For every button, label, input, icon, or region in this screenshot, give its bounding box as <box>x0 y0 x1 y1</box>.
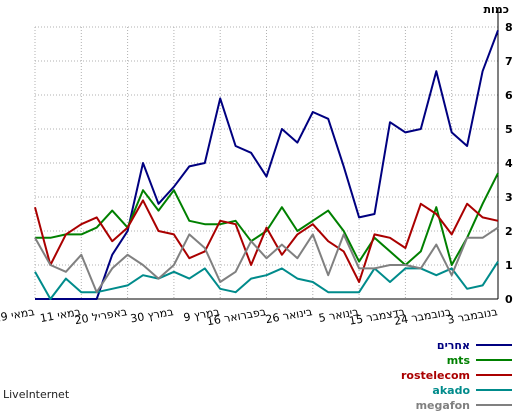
series-line <box>34 226 499 294</box>
legend-swatch <box>476 374 512 376</box>
legend-label: אחרים <box>436 338 470 352</box>
x-tick-label: 3 בנובמבר <box>446 305 498 327</box>
legend-swatch <box>476 359 512 361</box>
y-tick-label: 3 <box>505 191 513 204</box>
y-tick-label: 7 <box>505 55 513 68</box>
y-tick-label: 1 <box>505 259 513 272</box>
legend-swatch <box>476 389 512 391</box>
liveinternet-credit: LiveInternet <box>3 388 70 401</box>
series-line <box>34 199 499 283</box>
legend-item: mts <box>447 353 512 367</box>
y-tick-label: 5 <box>505 123 513 136</box>
series-line <box>35 30 499 300</box>
x-tick-label: 26 בינואר <box>264 305 313 326</box>
x-tick-label: 30 במרץ <box>129 305 174 325</box>
x-tick-label: 9 במרץ <box>183 305 221 324</box>
legend-item: megafon <box>416 398 512 412</box>
series-line <box>35 172 499 266</box>
legend-swatch <box>476 344 512 346</box>
legend-item: akado <box>432 383 512 397</box>
legend-item: rostelecom <box>401 368 512 382</box>
y-tick-label: 2 <box>505 225 513 238</box>
legend-label: mts <box>446 353 470 367</box>
y-tick-label: 8 <box>505 21 513 34</box>
y-tick-label: 0 <box>505 293 513 306</box>
legend-label: megafon <box>415 398 470 412</box>
legend-item: אחרים <box>437 338 512 352</box>
y-tick-label: 6 <box>505 89 513 102</box>
x-tick-label: 20 באפריל <box>74 305 128 327</box>
y-tick-label: 4 <box>505 157 513 170</box>
x-tick-label: 29 במאי <box>0 305 36 325</box>
legend-swatch <box>476 404 512 406</box>
legend-label: rostelecom <box>400 368 470 382</box>
y-axis-title: כמות <box>484 3 509 16</box>
legend-label: akado <box>432 383 470 397</box>
